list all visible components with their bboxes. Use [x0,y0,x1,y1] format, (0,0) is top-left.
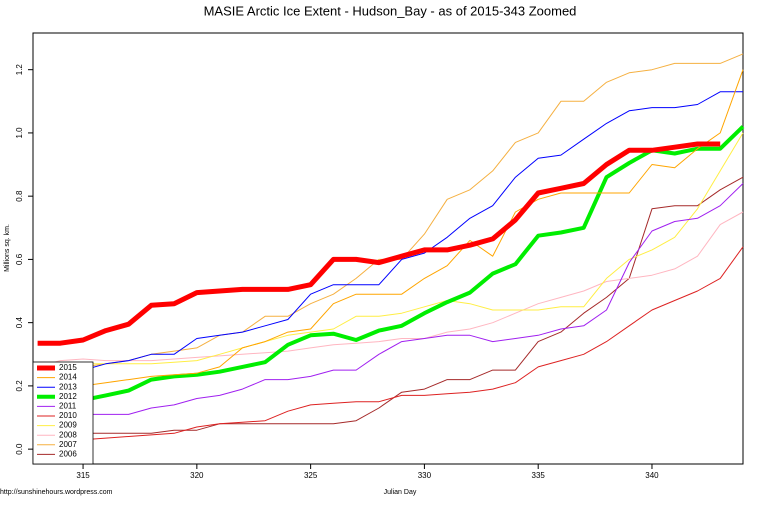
legend-label: 2011 [59,402,77,411]
y-axis-label: Millions sq. km. [4,224,11,272]
legend-label: 2012 [59,392,77,401]
x-tick-label: 320 [190,471,204,480]
series-line [37,125,745,407]
chart-title: MASIE Arctic Ice Extent - Hudson_Bay - a… [204,3,577,18]
y-tick-label: 0.0 [15,443,24,455]
legend-label: 2010 [59,411,77,420]
series-line [37,141,721,346]
y-tick-label: 0.2 [15,380,24,392]
y-tick-label: 1.2 [15,64,24,76]
series-line [37,132,744,368]
series-line [37,53,744,371]
series-line [37,183,744,415]
x-tick-label: 340 [645,471,659,480]
y-tick-label: 0.4 [15,317,24,329]
series-line [37,246,744,444]
series-line [37,211,744,368]
series-line [37,91,743,381]
series-line [37,69,744,396]
plot-frame [32,32,744,465]
y-tick-label: 0.8 [15,190,24,202]
legend-label: 2006 [59,450,77,459]
x-tick-label: 330 [418,471,432,480]
legend-label: 2014 [59,373,77,382]
legend-label: 2008 [59,430,77,439]
y-tick-label: 0.6 [15,253,24,265]
x-tick-label: 315 [76,471,90,480]
series-line [37,176,744,434]
x-axis-label: Julian Day [384,489,417,496]
legend-label: 2007 [59,440,77,449]
x-tick-label: 335 [532,471,546,480]
x-tick-label: 325 [304,471,318,480]
y-tick-label: 1.0 [15,127,24,139]
legend-label: 2009 [59,421,77,430]
legend-box [32,361,94,465]
legend-label: 2013 [59,382,77,391]
legend-label: 2015 [59,363,77,372]
source-label: http://sunshinehours.wordpress.com [0,489,113,496]
